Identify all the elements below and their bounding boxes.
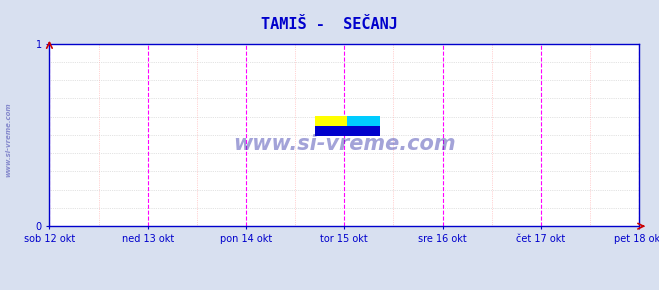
Text: TAMIŠ -  SEČANJ: TAMIŠ - SEČANJ [261, 17, 398, 32]
Text: www.si-vreme.com: www.si-vreme.com [233, 134, 455, 154]
Bar [347, 116, 380, 126]
Text: www.si-vreme.com: www.si-vreme.com [5, 102, 11, 177]
Bar [315, 126, 380, 136]
Bar [315, 116, 347, 126]
